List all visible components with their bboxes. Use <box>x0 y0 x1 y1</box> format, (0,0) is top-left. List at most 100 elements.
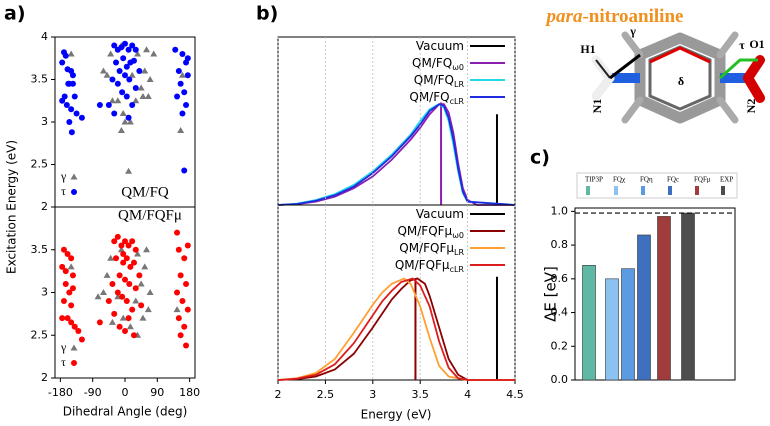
circle-marker <box>129 238 136 245</box>
triangle-marker <box>103 271 111 278</box>
circle-marker <box>111 238 118 245</box>
y-tick-label: 4 <box>41 30 48 43</box>
legend-label: FQη <box>640 176 653 184</box>
circle-marker <box>68 106 75 113</box>
circle-marker <box>125 315 132 322</box>
circle-marker <box>68 302 75 309</box>
circle-marker <box>59 315 66 322</box>
triangle-marker <box>137 280 145 287</box>
circle-marker <box>68 129 75 136</box>
triangle-marker <box>108 97 116 104</box>
triangle-marker <box>114 97 122 104</box>
legend-name: QM/FQ <box>414 73 454 87</box>
title-italic: para <box>545 6 583 27</box>
legend-swatch <box>641 186 645 195</box>
circle-marker <box>132 285 139 292</box>
circle-marker <box>181 89 188 96</box>
circle-marker <box>105 102 112 108</box>
circle-marker <box>65 80 72 87</box>
atom-label: H1 <box>580 42 595 56</box>
legend-swatch <box>586 186 590 195</box>
bar <box>637 234 651 381</box>
circle-marker <box>111 42 118 49</box>
circle-marker <box>116 323 123 330</box>
legend-label: Vacuum <box>416 207 464 221</box>
y-tick-label: 0.8 <box>551 238 569 251</box>
circle-marker <box>183 280 190 287</box>
triangle-marker <box>70 173 78 180</box>
x-tick-label: 4.5 <box>506 388 524 401</box>
circle-marker <box>113 59 120 66</box>
circle-marker <box>71 360 77 366</box>
spectrum-line <box>277 103 516 206</box>
annotation: QM/FQFμ <box>118 207 182 223</box>
legend-name: QM/FQ <box>412 56 452 70</box>
y-tick-label: 2 <box>41 200 48 213</box>
triangle-marker <box>143 46 151 53</box>
circle-marker <box>136 272 143 279</box>
triangle-marker <box>134 50 142 57</box>
legend-label: QM/FQLR <box>414 73 465 90</box>
legend-subscript: LR <box>454 80 464 89</box>
y-tick-label: 0.6 <box>551 272 569 285</box>
triangle-marker <box>99 67 107 74</box>
circle-marker <box>111 110 118 117</box>
circle-marker <box>118 242 125 249</box>
legend-label: FQc <box>667 176 679 184</box>
circle-marker <box>181 323 188 330</box>
circle-marker <box>184 55 191 62</box>
triangle-marker <box>67 50 75 57</box>
x-tick-label: 0 <box>122 386 129 399</box>
circle-marker <box>175 315 182 322</box>
circle-marker <box>68 319 75 326</box>
circle-marker <box>119 89 126 96</box>
y-tick-label: 1.0 <box>551 204 569 217</box>
circle-marker <box>122 276 128 283</box>
circle-marker <box>120 55 127 62</box>
x-axis-label: Energy (eV) <box>361 408 432 422</box>
y-tick-label: 3.5 <box>31 243 49 256</box>
bar <box>657 216 671 381</box>
circle-marker <box>114 233 121 240</box>
circle-marker <box>114 289 121 296</box>
y-tick-label: 3.5 <box>31 73 49 86</box>
triangle-marker <box>132 97 140 104</box>
circle-marker <box>130 332 137 339</box>
spectrum-line <box>277 103 515 206</box>
triangle-marker <box>146 289 154 295</box>
y-tick-label: 0.0 <box>551 373 569 386</box>
legend-label: Vacuum <box>416 39 464 53</box>
circle-marker <box>59 263 66 270</box>
circle-marker <box>109 280 116 287</box>
x-tick-label: 2.5 <box>317 388 335 401</box>
legend-subscript: LR <box>454 248 464 257</box>
plot-frame <box>277 204 516 381</box>
triangle-marker <box>107 254 115 261</box>
circle-marker <box>125 242 132 249</box>
spectrum-line <box>277 277 515 381</box>
triangle-marker <box>128 71 136 78</box>
triangle-marker <box>134 250 142 257</box>
legend-name: QM/FQFμ <box>397 224 452 238</box>
y-tick-label: 0.4 <box>551 306 569 319</box>
legend-name: QM/FQ <box>409 90 449 104</box>
legend-name: Vacuum <box>416 39 464 53</box>
triangle-marker <box>119 110 127 116</box>
circle-marker <box>177 80 184 87</box>
bar <box>582 265 596 381</box>
x-tick-label: -90 <box>84 386 102 399</box>
legend-swatch <box>721 186 725 195</box>
y-tick-label: 2.5 <box>31 328 49 341</box>
triangle-marker <box>150 50 158 57</box>
circle-marker <box>129 42 136 49</box>
circle-marker <box>174 229 181 236</box>
triangle-marker <box>70 344 78 351</box>
triangle-marker <box>121 118 129 125</box>
x-tick-label: 3 <box>369 388 376 401</box>
circle-marker <box>63 102 70 108</box>
circle-marker <box>73 110 80 117</box>
legend-label: γ <box>60 169 67 183</box>
triangle-marker <box>99 289 107 295</box>
circle-marker <box>109 76 116 83</box>
circle-marker <box>69 272 76 279</box>
